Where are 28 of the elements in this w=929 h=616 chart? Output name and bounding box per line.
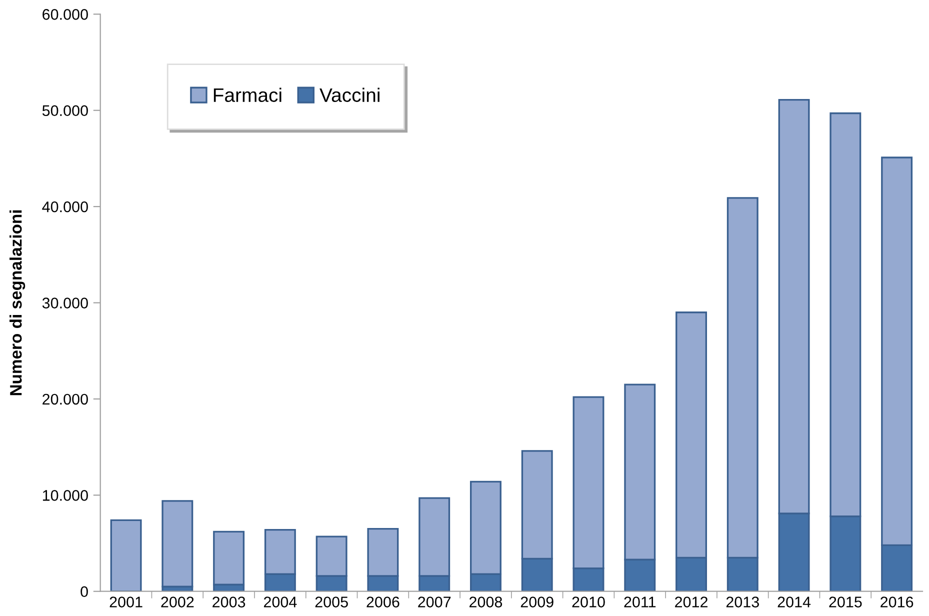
legend-label: Farmaci	[214, 88, 282, 102]
x-tick-label: 2015	[829, 596, 862, 608]
x-tick-label: 2010	[572, 596, 605, 608]
x-tick-label: 2011	[624, 596, 656, 608]
bar	[110, 519, 142, 592]
x-tick-label: 2005	[315, 596, 348, 608]
y-tick-label: 30.000	[42, 298, 88, 308]
x-tick-label: 2009	[520, 596, 554, 608]
x-tick-label: 2013	[726, 596, 759, 608]
x-tick-label: 2004	[264, 596, 297, 608]
x-tick-label: 2002	[161, 596, 194, 608]
y-tick-label: 40.000	[42, 201, 88, 212]
x-tick-label: 2001	[110, 596, 142, 608]
x-tick-label: 2003	[212, 596, 246, 608]
y-tick-label: 60.000	[42, 9, 88, 20]
x-tick-label: 2008	[470, 596, 502, 608]
legend-label: Vaccini	[320, 88, 380, 102]
y-tick-label: 50.000	[42, 105, 88, 116]
y-tick-label: 20.000	[42, 394, 88, 405]
x-tick-label: 2006	[366, 596, 400, 608]
x-tick-label: 2016	[880, 596, 914, 608]
x-tick-label: 2012	[675, 596, 708, 608]
y-tick-label: 0	[80, 586, 88, 598]
x-tick-label: 2007	[418, 596, 451, 608]
y-tick-label: 10.000	[42, 490, 88, 501]
y-axis-title: Numero di segnalazioni	[10, 210, 26, 396]
x-tick-label: 2014	[778, 596, 811, 608]
bar	[162, 500, 194, 588]
